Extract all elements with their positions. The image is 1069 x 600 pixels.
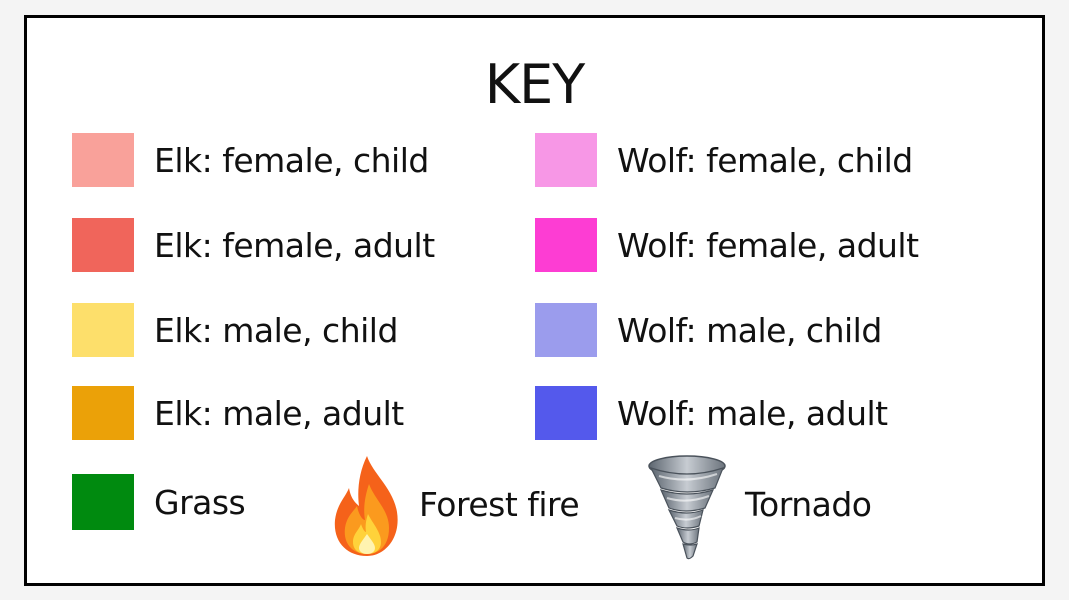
wolf-male-child-swatch bbox=[535, 303, 597, 357]
legend-label: Elk: female, adult bbox=[154, 225, 435, 265]
fire-icon bbox=[329, 454, 405, 556]
legend-label: Elk: male, adult bbox=[154, 393, 404, 433]
elk-male-child-swatch bbox=[72, 303, 134, 357]
legend-label: Elk: male, child bbox=[154, 310, 398, 350]
legend-item-grass: Grass bbox=[72, 474, 246, 530]
wolf-female-child-swatch bbox=[535, 133, 597, 187]
legend-box: KEY Elk: female, child Elk: female, adul… bbox=[24, 15, 1045, 586]
elk-female-child-swatch bbox=[72, 133, 134, 187]
legend-title: KEY bbox=[484, 53, 586, 116]
legend-item-forest-fire: Forest fire bbox=[329, 454, 580, 556]
legend-item-elk-male-child: Elk: male, child bbox=[72, 303, 398, 357]
legend-label: Wolf: male, child bbox=[617, 310, 882, 350]
grass-swatch bbox=[72, 474, 134, 530]
legend-label: Wolf: female, adult bbox=[617, 225, 919, 265]
legend-item-wolf-male-child: Wolf: male, child bbox=[535, 303, 882, 357]
legend-label: Elk: female, child bbox=[154, 140, 429, 180]
legend-label: Grass bbox=[154, 482, 246, 522]
legend-item-tornado: Tornado bbox=[647, 454, 872, 560]
legend-label: Wolf: female, child bbox=[617, 140, 913, 180]
legend-item-wolf-male-adult: Wolf: male, adult bbox=[535, 386, 888, 440]
wolf-male-adult-swatch bbox=[535, 386, 597, 440]
wolf-female-adult-swatch bbox=[535, 218, 597, 272]
elk-female-adult-swatch bbox=[72, 218, 134, 272]
legend-item-elk-male-adult: Elk: male, adult bbox=[72, 386, 404, 440]
legend-label: Wolf: male, adult bbox=[617, 393, 888, 433]
elk-male-adult-swatch bbox=[72, 386, 134, 440]
legend-label: Forest fire bbox=[419, 484, 580, 524]
legend-item-wolf-female-adult: Wolf: female, adult bbox=[535, 218, 919, 272]
legend-item-elk-female-child: Elk: female, child bbox=[72, 133, 429, 187]
legend-label: Tornado bbox=[745, 484, 872, 524]
legend-item-elk-female-adult: Elk: female, adult bbox=[72, 218, 435, 272]
tornado-icon bbox=[647, 454, 726, 560]
legend-item-wolf-female-child: Wolf: female, child bbox=[535, 133, 913, 187]
